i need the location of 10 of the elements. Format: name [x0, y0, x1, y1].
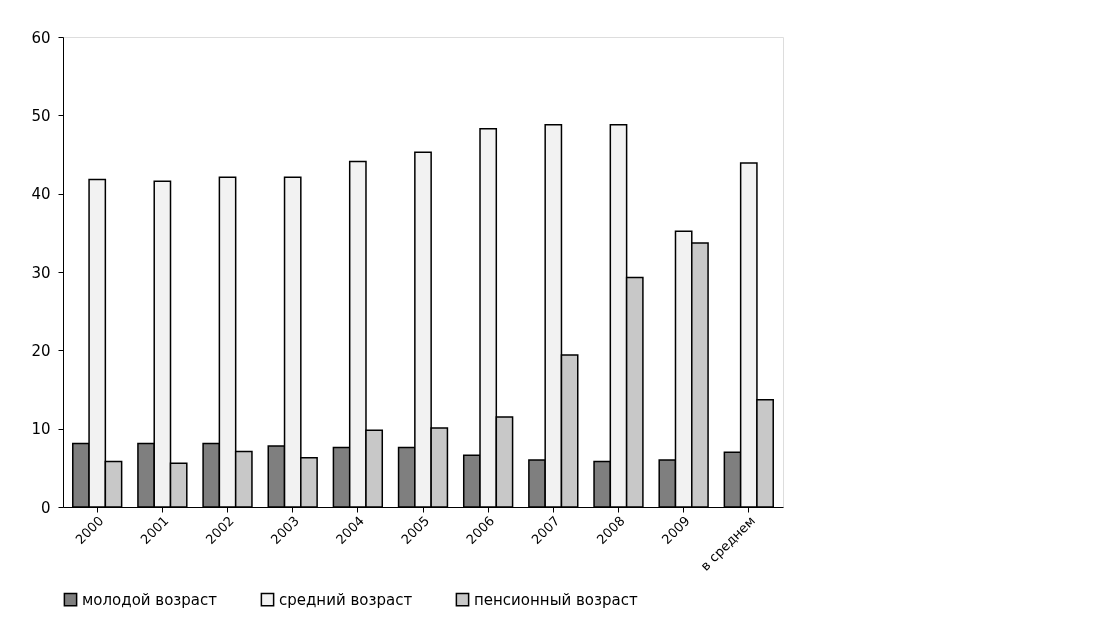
y-tick-label: 30 [31, 263, 51, 282]
y-tick-label: 40 [31, 185, 51, 204]
legend-label: пенсионный возраст [474, 590, 638, 609]
y-tick-label: 60 [31, 28, 51, 47]
legend-label: средний возраст [279, 590, 413, 609]
y-tick-label: 20 [31, 341, 51, 360]
y-tick-label: 50 [31, 106, 51, 125]
y-tick-label: 0 [40, 498, 51, 517]
legend-label: молодой возраст [82, 590, 218, 609]
y-tick-label: 10 [31, 420, 51, 439]
